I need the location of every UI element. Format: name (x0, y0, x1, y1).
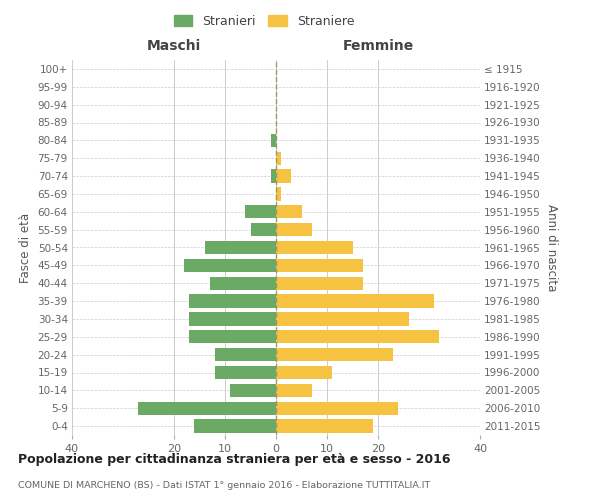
Bar (276, 402, 398, 415)
Text: COMUNE DI MARCHENO (BS) - Dati ISTAT 1° gennaio 2016 - Elaborazione TUTTITALIA.I: COMUNE DI MARCHENO (BS) - Dati ISTAT 1° … (18, 480, 430, 490)
Bar (276, 330, 439, 344)
Bar (271, 134, 276, 147)
Text: Popolazione per cittadinanza straniera per età e sesso - 2016: Popolazione per cittadinanza straniera p… (18, 452, 451, 466)
Bar (190, 294, 276, 308)
Bar (190, 330, 276, 344)
Bar (190, 312, 276, 326)
Bar (276, 187, 281, 200)
Legend: Stranieri, Straniere: Stranieri, Straniere (170, 11, 358, 32)
Bar (276, 205, 302, 218)
Bar (245, 205, 276, 218)
Bar (276, 420, 373, 433)
Bar (194, 420, 276, 433)
Bar (276, 348, 394, 362)
Bar (276, 170, 292, 183)
Bar (205, 241, 276, 254)
Bar (230, 384, 276, 397)
Bar (215, 348, 276, 362)
Bar (215, 366, 276, 379)
Text: Maschi: Maschi (147, 39, 201, 53)
Bar (276, 223, 312, 236)
Bar (138, 402, 276, 415)
Bar (276, 276, 362, 290)
Bar (276, 241, 353, 254)
Bar (251, 223, 276, 236)
Bar (184, 258, 276, 272)
Bar (276, 152, 281, 165)
Bar (276, 258, 362, 272)
Bar (276, 294, 434, 308)
Bar (276, 366, 332, 379)
Y-axis label: Anni di nascita: Anni di nascita (545, 204, 557, 291)
Text: Femmine: Femmine (343, 39, 413, 53)
Bar (276, 312, 409, 326)
Bar (210, 276, 276, 290)
Y-axis label: Fasce di età: Fasce di età (19, 212, 32, 282)
Bar (271, 170, 276, 183)
Bar (276, 384, 312, 397)
